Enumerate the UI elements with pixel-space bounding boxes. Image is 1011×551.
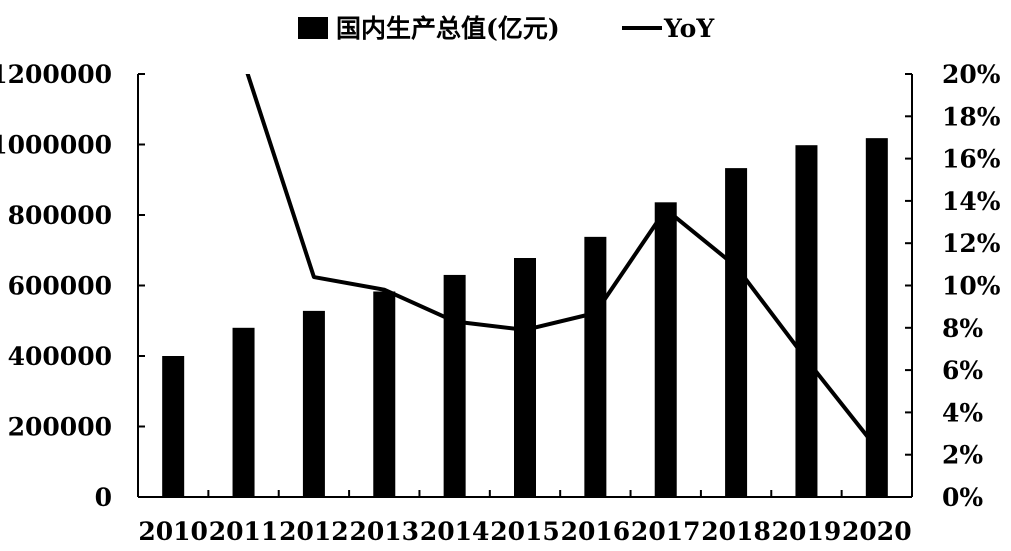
x-tick-label: 2012 — [279, 517, 349, 546]
left-tick-label: 1200000 — [0, 60, 112, 89]
x-axis-ticks: 2010 2011 2012 2013 2014 2015 2016 2017 2018 2019… — [137, 490, 913, 546]
bar-2011 — [232, 327, 255, 497]
x-tick-label: 2019 — [772, 517, 842, 546]
left-tick-label: 0 — [95, 483, 112, 512]
bar-2019 — [795, 145, 818, 497]
right-tick-label: 2% — [942, 441, 983, 470]
bar-2020 — [865, 138, 888, 497]
left-tick-label: 400000 — [8, 342, 112, 371]
x-tick-label: 2016 — [561, 517, 631, 546]
x-tick-label: 2018 — [701, 517, 771, 546]
x-tick-label: 2020 — [842, 517, 912, 546]
left-tick-label: 600000 — [8, 272, 112, 301]
bar-2016 — [584, 236, 607, 498]
right-tick-label: 20% — [942, 60, 1001, 89]
bar-series — [162, 138, 888, 498]
bar-2014 — [443, 274, 466, 497]
x-tick-label: 2011 — [209, 517, 279, 546]
x-tick-label: 2013 — [349, 517, 419, 546]
x-tick-label: 2014 — [420, 517, 490, 546]
bar-2013 — [373, 291, 396, 497]
line-series — [245, 74, 879, 450]
left-tick-label: 800000 — [8, 201, 112, 230]
right-tick-label: 6% — [942, 356, 983, 385]
bar-2018 — [725, 168, 748, 497]
x-tick-label: 2010 — [138, 517, 208, 546]
legend-line-label: YoY — [663, 14, 715, 43]
right-tick-label: 0% — [942, 483, 983, 512]
left-axis-ticks: 0 200000 400000 600000 800000 1000000 1200000 — [0, 60, 145, 512]
right-tick-label: 18% — [942, 102, 1001, 131]
bar-2017 — [654, 202, 677, 497]
legend-bar-label: 国内生产总值(亿元) — [336, 14, 560, 43]
bar-2015 — [514, 258, 536, 497]
bar-2012 — [302, 310, 325, 497]
bar-2010 — [162, 356, 185, 497]
right-tick-label: 16% — [942, 145, 1001, 174]
x-tick-label: 2015 — [490, 517, 560, 546]
right-tick-label: 10% — [942, 272, 1001, 301]
right-axis-ticks: 0% 2% 4% 6% 8% 10% 12% 14% 16% 18% 20% — [905, 60, 1001, 512]
left-tick-label: 1000000 — [0, 131, 112, 160]
legend-bar-swatch — [298, 17, 328, 39]
right-tick-label: 8% — [942, 314, 983, 343]
right-tick-label: 14% — [942, 187, 1001, 216]
x-tick-label: 2017 — [631, 517, 701, 546]
right-tick-label: 4% — [942, 398, 983, 427]
left-tick-label: 200000 — [8, 413, 112, 442]
right-tick-label: 12% — [942, 229, 1001, 258]
legend: 国内生产总值(亿元) YoY — [298, 14, 715, 43]
